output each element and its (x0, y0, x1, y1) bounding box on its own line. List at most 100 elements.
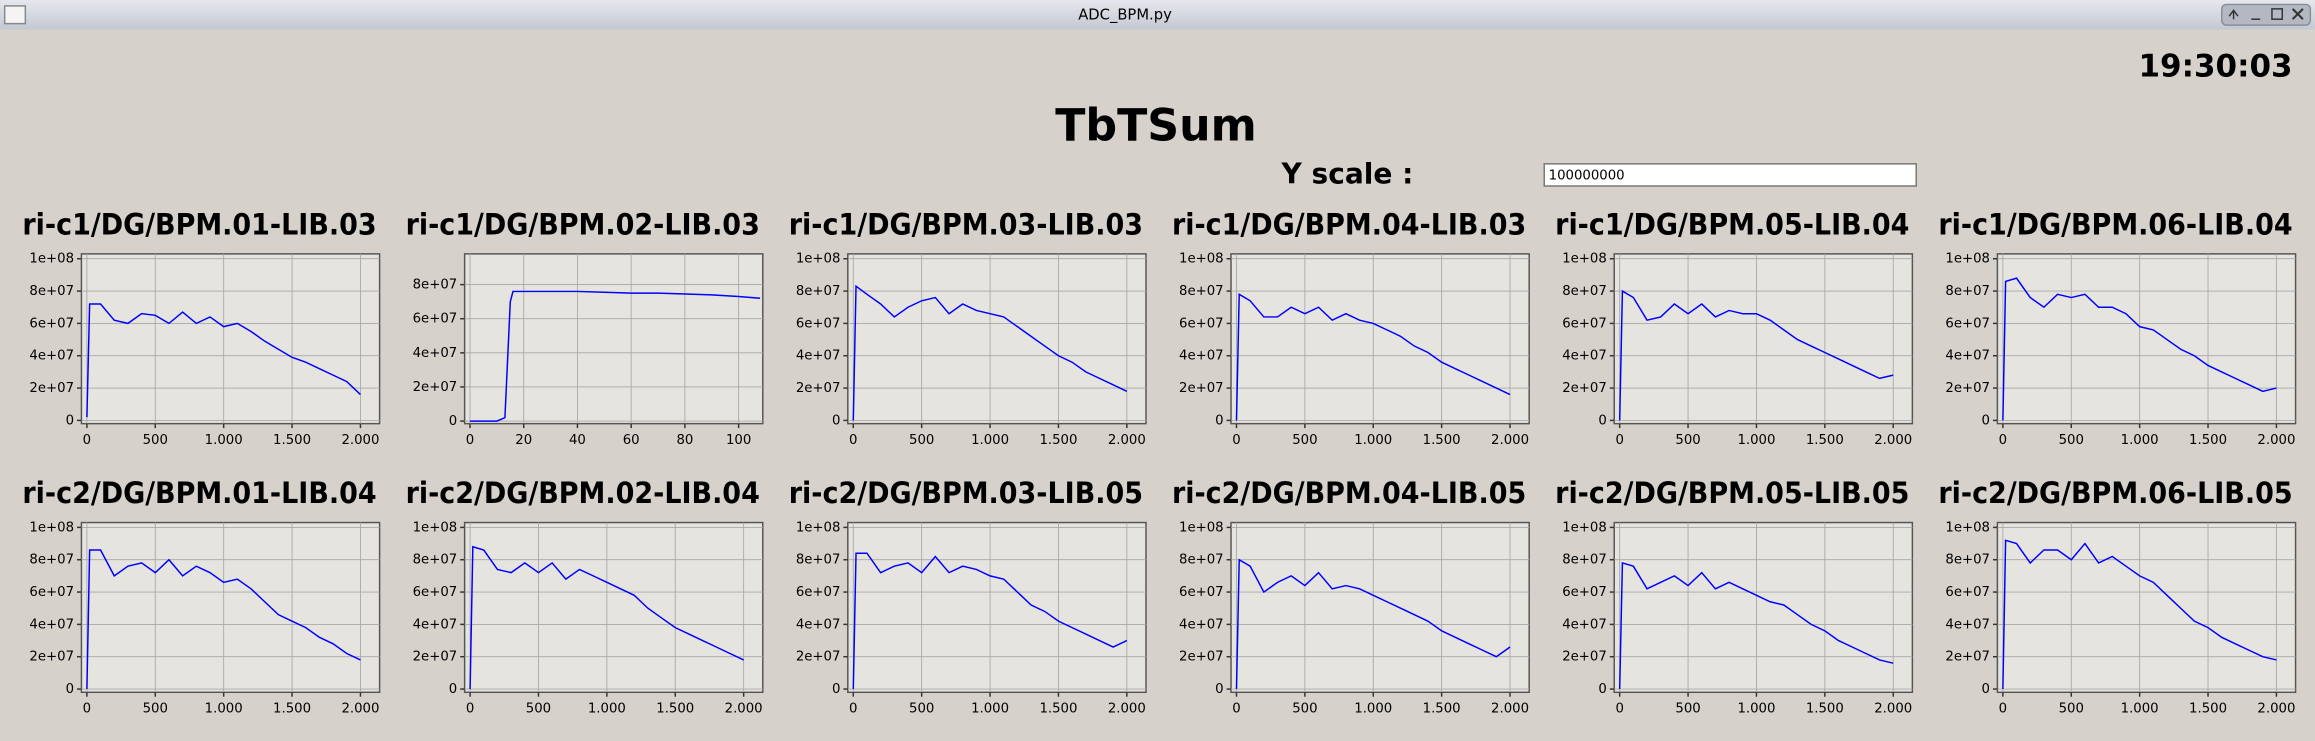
y-tick-label: 0 (832, 413, 840, 428)
y-tick-label: 8e+07 (1562, 284, 1607, 299)
y-tick-label: 8e+07 (1179, 284, 1224, 299)
y-tick-label: 1e+08 (1562, 252, 1607, 267)
y-tick-label: 1e+08 (29, 252, 74, 267)
x-tick-label: 500 (143, 702, 168, 717)
x-tick-label: 0 (1615, 433, 1623, 448)
x-tick-label: 100 (726, 433, 751, 448)
x-tick-label: 2.000 (1491, 433, 1529, 448)
y-scale-input-text[interactable]: 100000000 (1549, 169, 1625, 184)
x-tick-label: 1.000 (2121, 433, 2159, 448)
y-tick-label: 2e+07 (1945, 650, 1990, 665)
x-tick-label: 500 (1675, 702, 1700, 717)
y-tick-label: 6e+07 (413, 312, 458, 327)
y-tick-label: 2e+07 (1179, 381, 1224, 396)
x-tick-label: 1.500 (656, 702, 694, 717)
chart-title: ri-c2/DG/BPM.04-LIB.05 (1172, 476, 1526, 510)
x-tick-label: 0 (1999, 433, 2007, 448)
chart-panel: ri-c2/DG/BPM.01-LIB.04 0 2e+07 4e+07 6e+07 8e… (22, 476, 381, 717)
chart-title: ri-c2/DG/BPM.01-LIB.04 (22, 476, 376, 510)
y-tick-label: 2e+07 (413, 650, 458, 665)
plot-area (1230, 521, 1530, 694)
plot-area (1996, 521, 2297, 694)
x-tick-label: 2.000 (1108, 702, 1146, 717)
data-line (86, 549, 361, 690)
y-tick-label: 4e+07 (1945, 617, 1990, 632)
y-tick-label: 0 (1598, 682, 1606, 697)
data-line (1618, 561, 1894, 690)
y-tick-label: 6e+07 (413, 585, 458, 600)
y-tick-label: 4e+07 (796, 349, 841, 364)
x-tick-label: 1.500 (1423, 433, 1461, 448)
y-tick-label: 6e+07 (29, 316, 74, 331)
x-tick-label: 2.000 (341, 433, 379, 448)
y-tick-label: 2e+07 (413, 380, 458, 395)
chart-panel: ri-c2/DG/BPM.03-LIB.05 0 2e+07 4e+07 6e+07 8e… (789, 476, 1147, 717)
x-tick-label: 1.000 (2121, 702, 2159, 717)
chart-title: ri-c1/DG/BPM.03-LIB.03 (789, 207, 1143, 241)
data-line (1235, 293, 1511, 421)
plot-area (1230, 253, 1530, 425)
x-tick-label: 1.000 (588, 702, 626, 717)
x-tick-label: 1.000 (971, 702, 1009, 717)
y-tick-label: 0 (832, 682, 840, 697)
x-tick-label: 1.500 (2189, 433, 2227, 448)
y-tick-label: 4e+07 (29, 617, 74, 632)
x-tick-label: 0 (466, 702, 474, 717)
x-tick-label: 1.000 (971, 433, 1009, 448)
x-tick-label: 20 (515, 433, 532, 448)
chart-title: ri-c2/DG/BPM.03-LIB.05 (789, 476, 1143, 510)
y-tick-label: 1e+08 (1945, 252, 1990, 267)
y-tick-label: 8e+07 (29, 284, 74, 299)
x-tick-label: 500 (1292, 702, 1317, 717)
x-tick-label: 0 (83, 433, 91, 448)
y-tick-label: 8e+07 (1179, 553, 1224, 568)
data-line (469, 545, 744, 690)
x-tick-label: 1.000 (1737, 702, 1775, 717)
x-tick-label: 40 (569, 433, 586, 448)
plot-area (463, 253, 764, 425)
chart-title: ri-c1/DG/BPM.01-LIB.03 (22, 207, 376, 241)
x-tick-label: 2.000 (1874, 433, 1912, 448)
x-tick-label: 1.000 (205, 702, 243, 717)
x-tick-label: 0 (1999, 702, 2007, 717)
x-tick-label: 60 (623, 433, 640, 448)
y-tick-label: 6e+07 (1562, 316, 1607, 331)
chart-panel: ri-c2/DG/BPM.06-LIB.05 0 2e+07 4e+07 6e+07 8e… (1938, 476, 2297, 717)
x-tick-label: 2.000 (725, 702, 763, 717)
chart-title: ri-c2/DG/BPM.05-LIB.05 (1555, 476, 1909, 510)
y-tick-label: 0 (1598, 413, 1606, 428)
x-tick-label: 2.000 (341, 702, 379, 717)
y-tick-label: 1e+08 (1179, 252, 1224, 267)
raise-button[interactable] (2228, 9, 2239, 20)
x-tick-label: 0 (849, 433, 857, 448)
window-menu-icon[interactable] (3, 5, 27, 25)
title-bar (0, 0, 2315, 30)
plot-area (80, 253, 381, 425)
y-scale-input[interactable] (1543, 163, 1917, 187)
x-tick-label: 2.000 (2257, 433, 2295, 448)
window-buttons (2221, 3, 2312, 26)
data-line (2002, 277, 2277, 421)
y-tick-label: 1e+08 (1179, 520, 1224, 535)
y-tick-label: 1e+08 (796, 252, 841, 267)
y-tick-label: 6e+07 (1179, 316, 1224, 331)
chart-title: ri-c1/DG/BPM.02-LIB.03 (406, 207, 760, 241)
close-button[interactable] (2291, 8, 2304, 20)
chart-panel: ri-c2/DG/BPM.02-LIB.04 0 2e+07 4e+07 6e+07 8e… (406, 476, 764, 717)
maximize-button[interactable] (2271, 8, 2284, 20)
plot-area (847, 521, 1147, 694)
y-tick-label: 2e+07 (1562, 381, 1607, 396)
x-tick-label: 2.000 (2257, 702, 2295, 717)
y-tick-label: 8e+07 (1945, 284, 1990, 299)
y-tick-label: 8e+07 (413, 553, 458, 568)
y-tick-label: 6e+07 (1945, 316, 1990, 331)
chart-panel: ri-c1/DG/BPM.04-LIB.03 0 2e+07 4e+07 6e+07 8e… (1172, 207, 1530, 448)
y-tick-label: 0 (1982, 682, 1990, 697)
x-tick-label: 1.000 (205, 433, 243, 448)
y-tick-label: 8e+07 (1562, 553, 1607, 568)
y-tick-label: 4e+07 (1945, 349, 1990, 364)
heading: TbTSum (1055, 100, 1257, 151)
